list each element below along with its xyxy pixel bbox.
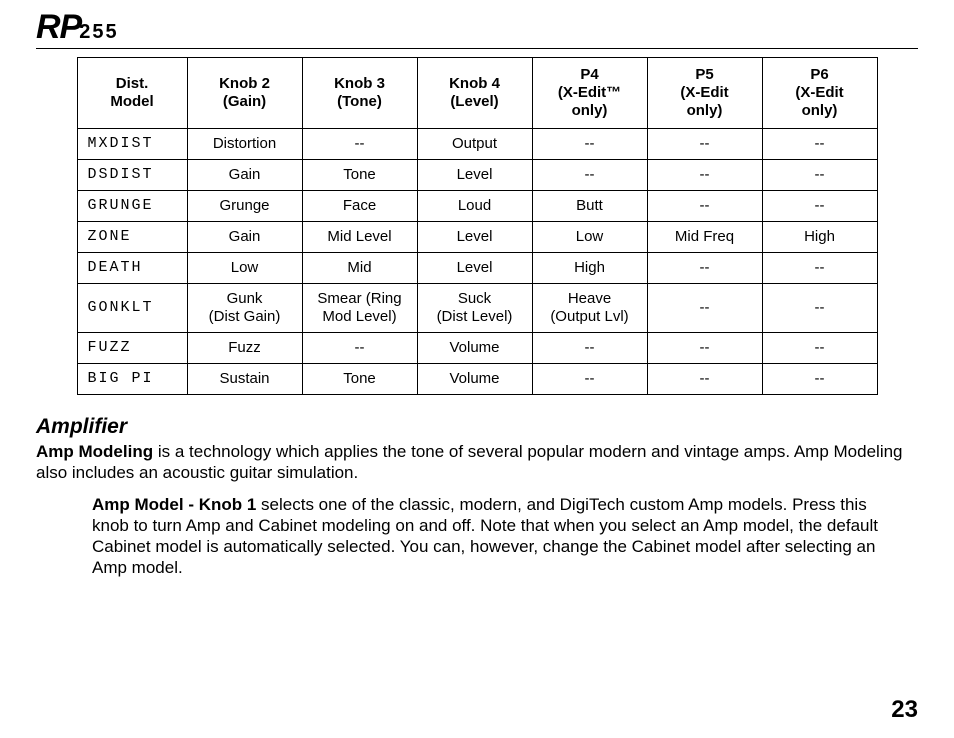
document-page: RP255 Dist.Model Knob 2(Gain) Knob 3(Ton… <box>0 0 954 738</box>
table-row: DEATHLowMidLevelHigh---- <box>77 253 877 284</box>
table-cell: Mid Level <box>302 222 417 253</box>
table-cell: -- <box>302 333 417 364</box>
table-cell: -- <box>532 129 647 160</box>
table-cell: -- <box>762 129 877 160</box>
table-cell: -- <box>532 333 647 364</box>
table-cell: Heave(Output Lvl) <box>532 284 647 333</box>
table-row: DSDISTGainToneLevel------ <box>77 160 877 191</box>
col-header: P5(X-Editonly) <box>647 58 762 129</box>
table-cell: -- <box>647 284 762 333</box>
col-header: Knob 3(Tone) <box>302 58 417 129</box>
table-cell: -- <box>532 364 647 395</box>
table-cell: -- <box>647 160 762 191</box>
table-cell: Butt <box>532 191 647 222</box>
table-cell: Loud <box>417 191 532 222</box>
section-title: Amplifier <box>36 415 918 439</box>
table-cell: -- <box>647 129 762 160</box>
table-cell: Tone <box>302 160 417 191</box>
table-cell: Volume <box>417 364 532 395</box>
table-header-row: Dist.Model Knob 2(Gain) Knob 3(Tone) Kno… <box>77 58 877 129</box>
col-header: P6(X-Editonly) <box>762 58 877 129</box>
table-row: GONKLTGunk(Dist Gain)Smear (RingMod Leve… <box>77 284 877 333</box>
table-cell: Fuzz <box>187 333 302 364</box>
model-cell: DSDIST <box>77 160 187 191</box>
product-logo: RP255 <box>36 10 119 44</box>
table-cell: -- <box>647 364 762 395</box>
model-cell: FUZZ <box>77 333 187 364</box>
table-cell: Tone <box>302 364 417 395</box>
table-cell: Volume <box>417 333 532 364</box>
table-cell: High <box>532 253 647 284</box>
model-cell: GRUNGE <box>77 191 187 222</box>
table-cell: -- <box>762 253 877 284</box>
model-cell: BIG PI <box>77 364 187 395</box>
table-row: MXDISTDistortion--Output------ <box>77 129 877 160</box>
table-cell: Sustain <box>187 364 302 395</box>
distortion-table: Dist.Model Knob 2(Gain) Knob 3(Tone) Kno… <box>77 57 878 395</box>
table-head: Dist.Model Knob 2(Gain) Knob 3(Tone) Kno… <box>77 58 877 129</box>
table-row: GRUNGEGrungeFaceLoudButt---- <box>77 191 877 222</box>
table-row: ZONEGainMid LevelLevelLowMid FreqHigh <box>77 222 877 253</box>
sub-bold: Amp Model - Knob 1 <box>92 495 256 514</box>
table-body: MXDISTDistortion--Output------DSDISTGain… <box>77 129 877 395</box>
table-cell: -- <box>762 333 877 364</box>
col-header: P4(X-Edit™only) <box>532 58 647 129</box>
table-cell: Grunge <box>187 191 302 222</box>
table-cell: Gain <box>187 160 302 191</box>
logo-main: RP <box>36 8 81 46</box>
model-cell: GONKLT <box>77 284 187 333</box>
table-cell: Mid Freq <box>647 222 762 253</box>
table-cell: -- <box>532 160 647 191</box>
table-cell: -- <box>647 333 762 364</box>
table-cell: -- <box>302 129 417 160</box>
sub-paragraph: Amp Model - Knob 1 selects one of the cl… <box>92 494 908 579</box>
col-header: Dist.Model <box>77 58 187 129</box>
header-rule: RP255 <box>36 10 918 49</box>
table-cell: Face <box>302 191 417 222</box>
model-cell: MXDIST <box>77 129 187 160</box>
table-cell: Level <box>417 222 532 253</box>
table-cell: Smear (RingMod Level) <box>302 284 417 333</box>
table-cell: -- <box>647 191 762 222</box>
table-cell: Gain <box>187 222 302 253</box>
table-cell: Level <box>417 253 532 284</box>
table-cell: Low <box>532 222 647 253</box>
intro-bold: Amp Modeling <box>36 442 153 461</box>
table-cell: -- <box>762 160 877 191</box>
table-cell: Distortion <box>187 129 302 160</box>
page-number: 23 <box>891 696 918 724</box>
table-row: FUZZFuzz--Volume------ <box>77 333 877 364</box>
table-cell: -- <box>762 284 877 333</box>
intro-rest: is a technology which applies the tone o… <box>36 442 903 482</box>
intro-paragraph: Amp Modeling is a technology which appli… <box>36 441 918 484</box>
table-row: BIG PISustainToneVolume------ <box>77 364 877 395</box>
logo-sub: 255 <box>79 21 118 43</box>
table-cell: Level <box>417 160 532 191</box>
table-cell: -- <box>762 364 877 395</box>
model-cell: DEATH <box>77 253 187 284</box>
table-cell: Gunk(Dist Gain) <box>187 284 302 333</box>
table-cell: High <box>762 222 877 253</box>
table-cell: Output <box>417 129 532 160</box>
table-cell: -- <box>762 191 877 222</box>
model-cell: ZONE <box>77 222 187 253</box>
table-cell: Low <box>187 253 302 284</box>
table-cell: Suck(Dist Level) <box>417 284 532 333</box>
table-cell: -- <box>647 253 762 284</box>
col-header: Knob 2(Gain) <box>187 58 302 129</box>
table-cell: Mid <box>302 253 417 284</box>
col-header: Knob 4(Level) <box>417 58 532 129</box>
